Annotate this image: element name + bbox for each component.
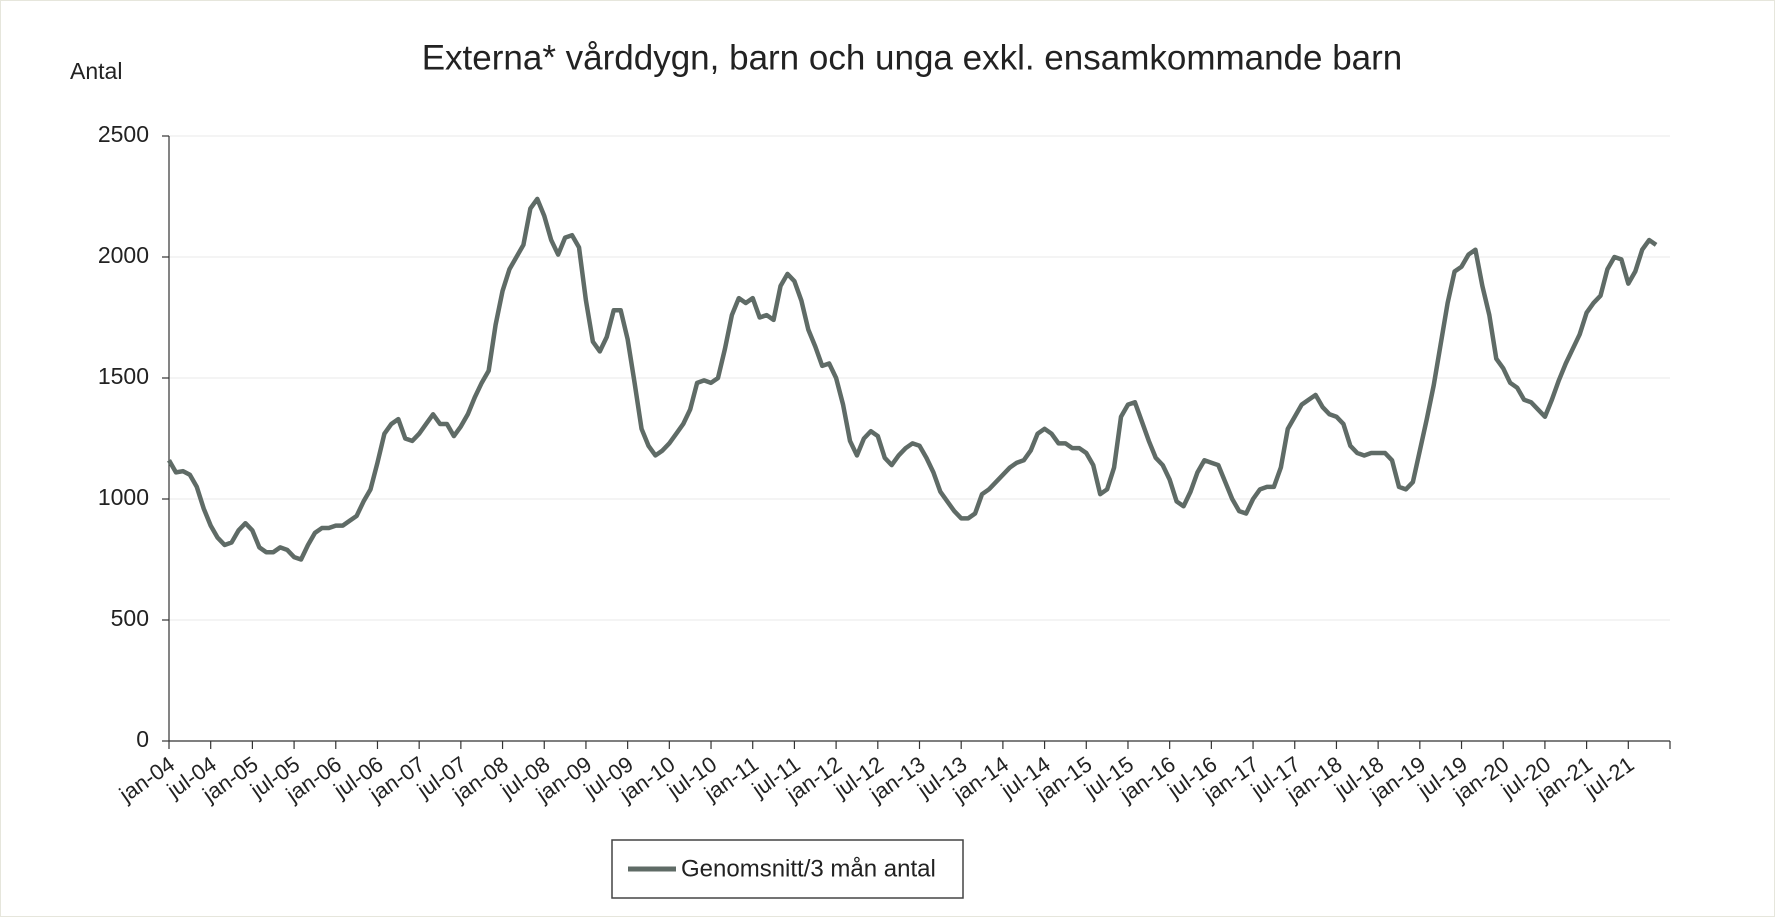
y-tick-label: 0	[136, 726, 149, 752]
y-tick-label: 1500	[98, 363, 149, 389]
grid	[169, 135, 1670, 621]
legend: Genomsnitt/3 mån antal	[611, 839, 964, 899]
legend-label: Genomsnitt/3 mån antal	[681, 855, 936, 882]
chart-title: Externa* vårddygn, barn och unga exkl. e…	[422, 38, 1403, 77]
y-tick-label: 2000	[98, 242, 149, 268]
data-line	[167, 196, 1658, 562]
y-axis-label: Antal	[70, 58, 122, 84]
y-tick-label: 2500	[98, 121, 149, 147]
y-tick-label: 1000	[98, 484, 149, 510]
y-tick-label: 500	[111, 605, 149, 631]
